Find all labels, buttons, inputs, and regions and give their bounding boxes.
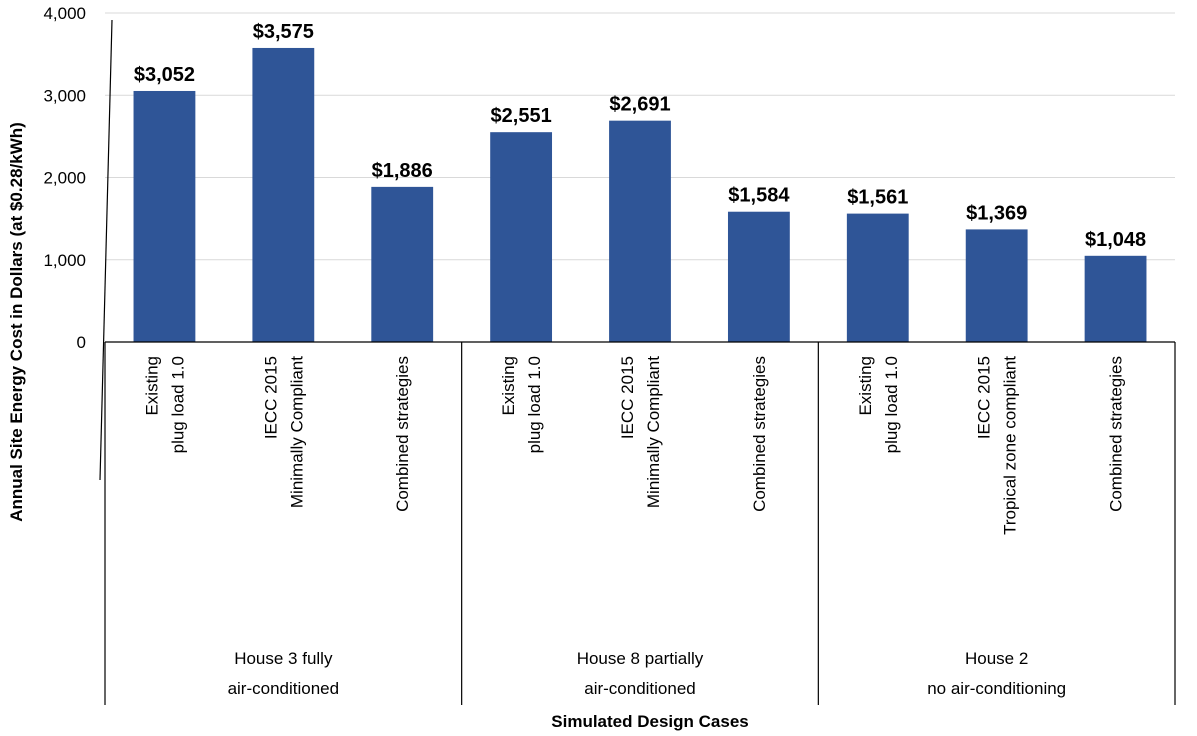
y-axis-title: Annual Site Energy Cost in Dollars (at $…	[7, 122, 26, 522]
data-label: $1,561	[847, 187, 908, 209]
axes	[99, 19, 1176, 705]
category-label: Tropical zone compliant	[1001, 356, 1020, 535]
category-label: Combined strategies	[1107, 356, 1126, 512]
y-tick-label: 4,000	[43, 4, 86, 23]
data-label: $1,369	[966, 202, 1027, 224]
y-axis-line	[99, 19, 113, 481]
category-label: Minimally Compliant	[287, 356, 306, 508]
category-label: Existing	[856, 356, 875, 416]
bar	[1084, 255, 1147, 342]
bar	[371, 186, 434, 342]
x-axis-title: Simulated Design Cases	[551, 712, 748, 731]
category-label: Existing	[499, 356, 518, 416]
category-label: Combined strategies	[393, 356, 412, 512]
bar	[609, 120, 671, 342]
data-label: $1,886	[372, 160, 433, 182]
bars	[133, 47, 1147, 343]
group-label: air-conditioned	[228, 679, 340, 698]
category-label: plug load 1.0	[525, 356, 544, 453]
category-label: IECC 2015	[618, 356, 637, 439]
category-label: Existing	[142, 356, 161, 416]
bar	[846, 213, 909, 342]
data-label: $1,584	[728, 185, 790, 207]
labels: 0 1,000 2,000 3,000 4,000 $3,052 $3,575 $1,886 $…	[43, 4, 1146, 698]
y-tick-label: 2,000	[43, 169, 86, 188]
group-label: House 2	[965, 649, 1028, 668]
category-label: plug load 1.0	[882, 356, 901, 453]
group-label: air-conditioned	[584, 679, 696, 698]
y-tick-label: 0	[77, 333, 86, 352]
y-tick-label: 1,000	[43, 251, 86, 270]
bar	[727, 211, 790, 342]
bar	[965, 229, 1028, 342]
category-label: plug load 1.0	[168, 356, 187, 453]
data-label: $2,691	[609, 94, 670, 116]
bar	[133, 90, 196, 343]
data-label: $1,048	[1085, 229, 1146, 251]
bar	[490, 132, 553, 342]
category-label: IECC 2015	[975, 356, 994, 439]
group-label: House 3 fully	[234, 649, 333, 668]
data-label: $3,575	[253, 21, 314, 43]
data-label: $2,551	[491, 105, 552, 127]
data-label: $3,052	[134, 64, 195, 86]
category-label: Combined strategies	[750, 356, 769, 512]
category-label: IECC 2015	[261, 356, 280, 439]
group-label: House 8 partially	[577, 649, 704, 668]
group-label: no air-conditioning	[927, 679, 1066, 698]
bar	[252, 47, 315, 343]
y-tick-label: 3,000	[43, 86, 86, 105]
category-label: Minimally Compliant	[644, 356, 663, 508]
